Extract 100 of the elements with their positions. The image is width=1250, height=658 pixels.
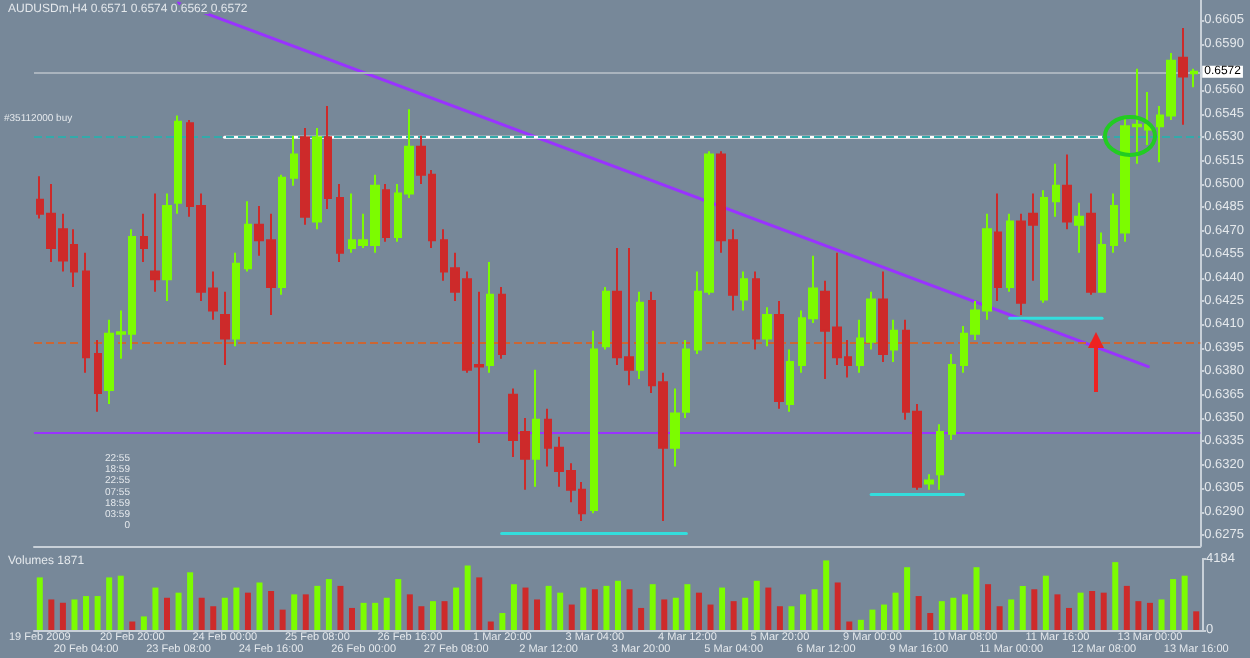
bar (1089, 590, 1096, 630)
candlestick (232, 251, 240, 348)
bar (961, 594, 968, 630)
bar (1008, 599, 1015, 630)
bar (811, 589, 818, 630)
bar (591, 589, 598, 630)
candlestick (382, 183, 390, 243)
bar (337, 585, 344, 630)
bar (314, 585, 321, 630)
bar (441, 601, 448, 630)
bar (499, 613, 506, 630)
bar (545, 585, 552, 630)
candlestick (174, 114, 182, 215)
candlestick (762, 306, 772, 348)
bar (568, 604, 575, 630)
candlestick (994, 192, 1002, 303)
bar (765, 587, 772, 630)
bar (672, 597, 679, 630)
candlestick (890, 318, 898, 363)
bar (580, 587, 587, 630)
candlestick (140, 212, 148, 264)
bar (279, 609, 286, 630)
bar (638, 607, 645, 630)
bar (927, 613, 934, 630)
bar (383, 597, 390, 630)
bar (800, 594, 807, 630)
bar (510, 584, 517, 630)
candlestick (878, 270, 888, 363)
bar (476, 577, 483, 630)
bar (834, 582, 841, 630)
bar (395, 579, 402, 630)
bar (106, 577, 113, 630)
bar (83, 596, 90, 630)
bar (129, 621, 136, 630)
bar (302, 594, 309, 630)
bar (973, 567, 980, 630)
bar (557, 592, 564, 630)
bar (406, 594, 413, 630)
candlestick (486, 261, 494, 374)
candlestick (220, 290, 230, 367)
bar (453, 587, 460, 630)
bar (464, 565, 471, 630)
bar (291, 594, 298, 630)
candlestick (1098, 231, 1106, 293)
candlestick (290, 134, 298, 187)
candlestick (1190, 67, 1198, 89)
bar (1066, 607, 1073, 630)
bar (904, 567, 911, 630)
bar (707, 604, 714, 630)
bar (1042, 575, 1049, 630)
bar (695, 592, 702, 630)
bar (94, 596, 101, 630)
candlestick (1006, 212, 1014, 293)
bar (1181, 575, 1188, 630)
bar (1193, 611, 1200, 630)
bar (626, 589, 633, 630)
bar (140, 616, 147, 630)
bar (985, 584, 992, 630)
bar (1019, 585, 1026, 630)
candlestick (1086, 192, 1096, 296)
bar (372, 602, 379, 630)
candlestick (82, 251, 90, 374)
bar (221, 597, 228, 630)
candlestick (244, 200, 252, 273)
candlestick (786, 348, 794, 413)
bar (823, 560, 830, 630)
candlestick (278, 173, 286, 296)
candlestick (1040, 189, 1048, 304)
bar (198, 597, 205, 630)
bar (360, 602, 367, 630)
bar (1077, 592, 1084, 630)
candlestick (312, 126, 322, 231)
candlestick (752, 270, 760, 351)
candlestick (636, 290, 644, 381)
bar (1170, 579, 1177, 630)
bar (117, 575, 124, 630)
candlestick (336, 183, 344, 264)
candlestick (300, 126, 310, 226)
bar (753, 580, 760, 630)
bar (534, 599, 541, 630)
candlestick (498, 286, 506, 360)
bar (1158, 599, 1165, 630)
bar (730, 601, 737, 630)
candlestick (324, 105, 332, 211)
bar (325, 579, 332, 630)
bar (1054, 594, 1061, 630)
bar (210, 606, 217, 630)
bar (36, 577, 43, 630)
bar (268, 590, 275, 630)
candlestick (1074, 201, 1084, 254)
bar (996, 606, 1003, 630)
bar (880, 604, 887, 630)
bar (418, 606, 425, 630)
bar (719, 587, 726, 630)
bar (892, 592, 899, 630)
bar (187, 572, 194, 630)
bar (776, 606, 783, 630)
bar (869, 609, 876, 630)
bar (487, 621, 494, 630)
bar (1135, 601, 1142, 630)
